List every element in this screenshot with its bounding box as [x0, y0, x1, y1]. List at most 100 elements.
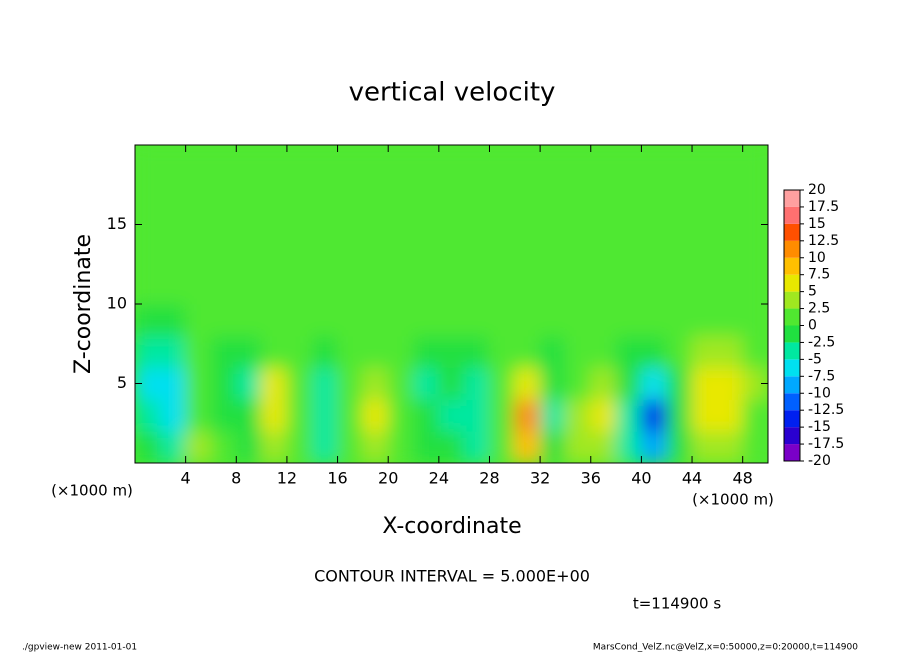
- cell: [666, 145, 693, 178]
- cell: [691, 145, 718, 178]
- cell: [210, 208, 237, 241]
- cell: [640, 303, 668, 337]
- chart-title: vertical velocity: [349, 78, 556, 108]
- colorbar-segment: [784, 427, 800, 445]
- colorbar-segment: [784, 257, 800, 275]
- cell: [337, 208, 364, 241]
- cell: [387, 271, 415, 305]
- cell: [210, 145, 237, 178]
- colorbar-label: 2.5: [808, 301, 830, 317]
- x-tick-label: 44: [682, 469, 702, 488]
- cell: [210, 335, 237, 369]
- cell: [463, 145, 490, 178]
- cell: [564, 335, 592, 369]
- cell: [666, 208, 693, 241]
- colorbar-segment: [784, 274, 800, 292]
- cell: [413, 176, 440, 210]
- cell: [235, 398, 263, 432]
- colorbar-label: -17.5: [808, 436, 844, 452]
- cell: [337, 176, 364, 210]
- cell: [640, 271, 668, 305]
- cell: [235, 145, 263, 178]
- colorbar-label: 12.5: [808, 233, 839, 249]
- cell: [210, 398, 237, 432]
- colorbar-segment: [784, 342, 800, 360]
- cell: [691, 208, 718, 241]
- colorbar-segment: [784, 325, 800, 343]
- cell: [742, 176, 768, 210]
- cell: [615, 239, 642, 273]
- cell: [261, 271, 288, 305]
- cell: [615, 398, 642, 432]
- cell: [286, 208, 313, 241]
- cell: [666, 271, 693, 305]
- cell: [185, 176, 212, 210]
- cell: [210, 271, 237, 305]
- cell: [590, 145, 617, 178]
- cell: [387, 398, 415, 432]
- cell: [387, 176, 415, 210]
- cell: [691, 303, 718, 337]
- cell: [261, 398, 288, 432]
- cell: [159, 335, 187, 369]
- cell: [337, 398, 364, 432]
- x-tick-label: 24: [429, 469, 449, 488]
- cell: [311, 303, 339, 337]
- cell: [742, 303, 768, 337]
- cell: [742, 145, 768, 178]
- cell: [311, 208, 339, 241]
- cell: [261, 145, 288, 178]
- cell: [438, 271, 465, 305]
- colorbar-segment: [784, 223, 800, 241]
- x-tick-label: 20: [378, 469, 398, 488]
- cell: [742, 271, 768, 305]
- cell: [311, 398, 339, 432]
- cell: [362, 430, 389, 463]
- cell: [488, 430, 516, 463]
- cell: [438, 239, 465, 273]
- cell: [716, 335, 744, 369]
- cell: [539, 303, 566, 337]
- cell: [590, 335, 617, 369]
- cell: [716, 239, 744, 273]
- cell: [539, 145, 566, 178]
- cell: [413, 335, 440, 369]
- cell: [640, 398, 668, 432]
- cell: [235, 239, 263, 273]
- cell: [235, 303, 263, 337]
- cell: [615, 367, 642, 400]
- cell: [564, 145, 592, 178]
- cell: [185, 239, 212, 273]
- cell: [691, 239, 718, 273]
- cell: [185, 398, 212, 432]
- cell: [362, 303, 389, 337]
- cell: [742, 239, 768, 273]
- x-tick-label: 32: [530, 469, 550, 488]
- cells: [135, 145, 768, 463]
- cell: [413, 239, 440, 273]
- cell: [286, 271, 313, 305]
- y-axis-label: Z-coordinate: [71, 234, 96, 374]
- cell: [210, 367, 237, 400]
- cell: [640, 239, 668, 273]
- colorbar-segment: [784, 240, 800, 258]
- cell: [261, 335, 288, 369]
- cell: [590, 367, 617, 400]
- cell: [185, 430, 212, 463]
- cell: [185, 335, 212, 369]
- cell: [387, 145, 415, 178]
- cell: [413, 303, 440, 337]
- cell: [438, 176, 465, 210]
- cell: [564, 430, 592, 463]
- cell: [311, 367, 339, 400]
- cell: [666, 367, 693, 400]
- cell: [691, 271, 718, 305]
- cell: [615, 176, 642, 210]
- cell: [413, 367, 440, 400]
- cell: [488, 303, 516, 337]
- colorbar-label: -10: [808, 385, 831, 401]
- footer-right: MarsCond_VelZ.nc@VelZ,x=0:50000,z=0:2000…: [593, 643, 858, 653]
- cell: [463, 398, 490, 432]
- cell: [387, 208, 415, 241]
- colorbar-label: 7.5: [808, 267, 830, 283]
